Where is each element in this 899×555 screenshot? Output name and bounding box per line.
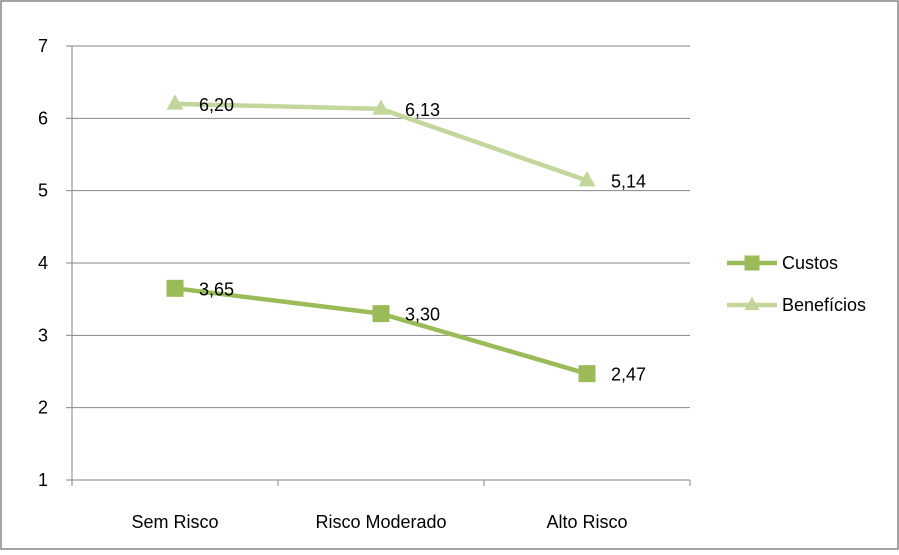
data-point bbox=[372, 99, 390, 115]
gridlines bbox=[72, 45, 690, 409]
data-labels: 3,65 3,30 2,47 6,20 6,13 5,14 bbox=[199, 95, 646, 385]
y-tick-label: 5 bbox=[38, 181, 48, 201]
data-point bbox=[166, 279, 184, 297]
x-tick-label: Alto Risco bbox=[546, 512, 627, 532]
y-tick-label: 4 bbox=[38, 253, 48, 273]
plot-area bbox=[166, 94, 596, 383]
legend-label: Custos bbox=[782, 253, 838, 273]
data-label: 2,47 bbox=[611, 365, 646, 385]
y-tick-label: 6 bbox=[38, 108, 48, 128]
data-point bbox=[744, 296, 760, 311]
x-tick-label: Risco Moderado bbox=[315, 512, 446, 532]
legend-label: Benefícios bbox=[782, 295, 866, 315]
data-point bbox=[578, 171, 596, 187]
x-tick-label: Sem Risco bbox=[131, 512, 218, 532]
data-label: 3,65 bbox=[199, 279, 234, 299]
y-tick-label: 7 bbox=[38, 36, 48, 56]
data-label: 6,13 bbox=[405, 100, 440, 120]
axes: 1 2 3 4 5 6 7 Sem Risco Risco Moderado Alto Risco bbox=[38, 36, 691, 532]
data-label: 3,30 bbox=[405, 305, 440, 325]
y-tick-label: 2 bbox=[38, 398, 48, 418]
data-label: 5,14 bbox=[611, 172, 646, 192]
data-label: 6,20 bbox=[199, 95, 234, 115]
y-tick-label: 1 bbox=[38, 470, 48, 490]
legend: Custos Benefícios bbox=[727, 253, 866, 315]
data-point bbox=[744, 255, 760, 271]
y-tick-label: 3 bbox=[38, 325, 48, 345]
data-point bbox=[166, 94, 184, 110]
data-point bbox=[578, 365, 596, 383]
data-point bbox=[372, 305, 390, 323]
